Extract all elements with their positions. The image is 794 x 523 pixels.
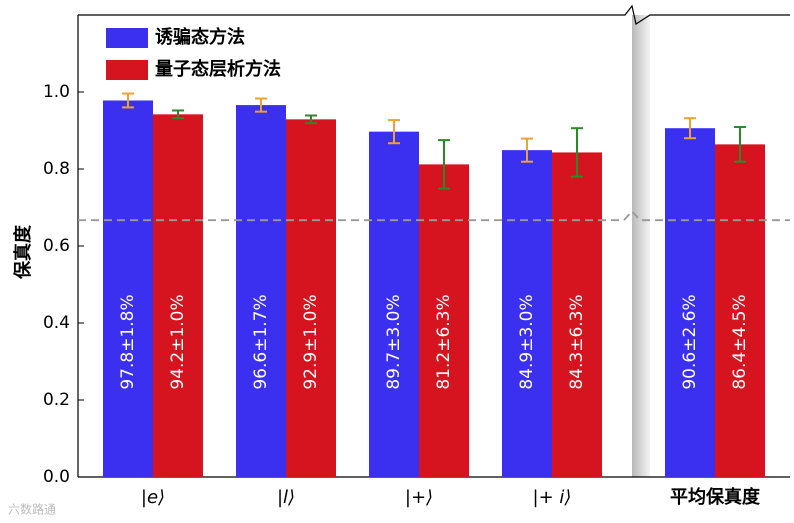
value-label: 92.9±1.0% <box>301 294 321 389</box>
bar <box>286 119 336 478</box>
value-label: 84.3±6.3% <box>567 294 587 389</box>
value-label: 84.9±3.0% <box>517 294 537 389</box>
x-tick-label: |+⟩ <box>405 487 433 508</box>
bar <box>236 105 286 477</box>
error-bar <box>388 119 400 145</box>
y-tick-label: 0.6 <box>43 236 70 256</box>
bar <box>103 100 153 477</box>
y-tick-label: 0.0 <box>43 467 70 487</box>
value-label: 94.2±1.0% <box>168 294 188 389</box>
bar <box>153 114 203 477</box>
bar <box>715 144 765 478</box>
bar <box>552 152 602 477</box>
error-bar <box>684 117 696 140</box>
value-label: 97.8±1.8% <box>118 294 138 389</box>
value-label: 86.4±4.5% <box>730 294 750 389</box>
bar <box>419 164 469 477</box>
error-bar <box>122 92 134 109</box>
axis-break <box>632 15 650 477</box>
y-tick-label: 0.2 <box>43 390 70 410</box>
value-label: 90.6±2.6% <box>680 294 700 389</box>
reference-line <box>78 209 790 222</box>
error-bar <box>305 114 317 125</box>
value-label: 81.2±6.3% <box>434 294 454 389</box>
error-bar <box>438 139 450 190</box>
legend-label: 诱骗态方法 <box>155 26 245 48</box>
bar <box>502 150 552 477</box>
x-tick-label: 平均保真度 <box>670 486 761 508</box>
error-bar <box>255 97 267 113</box>
y-tick-label: 0.8 <box>43 159 70 179</box>
x-tick-label: |+ i⟩ <box>533 487 572 508</box>
legend-swatch <box>106 60 148 80</box>
bar <box>665 128 715 477</box>
error-bar <box>172 109 184 120</box>
value-label: 89.7±3.0% <box>384 294 404 389</box>
x-tick-label: |l⟩ <box>277 487 295 508</box>
x-tick-label: |e⟩ <box>141 487 165 508</box>
value-label: 96.6±1.7% <box>251 294 271 389</box>
bar <box>369 131 419 477</box>
error-bar <box>571 127 583 178</box>
error-bar <box>521 137 533 163</box>
y-tick-label: 1.0 <box>43 82 70 102</box>
legend-label: 量子态层析方法 <box>155 58 281 80</box>
legend-swatch <box>106 28 148 48</box>
error-bar <box>734 126 746 163</box>
watermark: 六数路通 <box>8 502 56 517</box>
y-tick-label: 0.4 <box>43 313 70 333</box>
y-axis-label: 保真度 <box>12 224 34 280</box>
